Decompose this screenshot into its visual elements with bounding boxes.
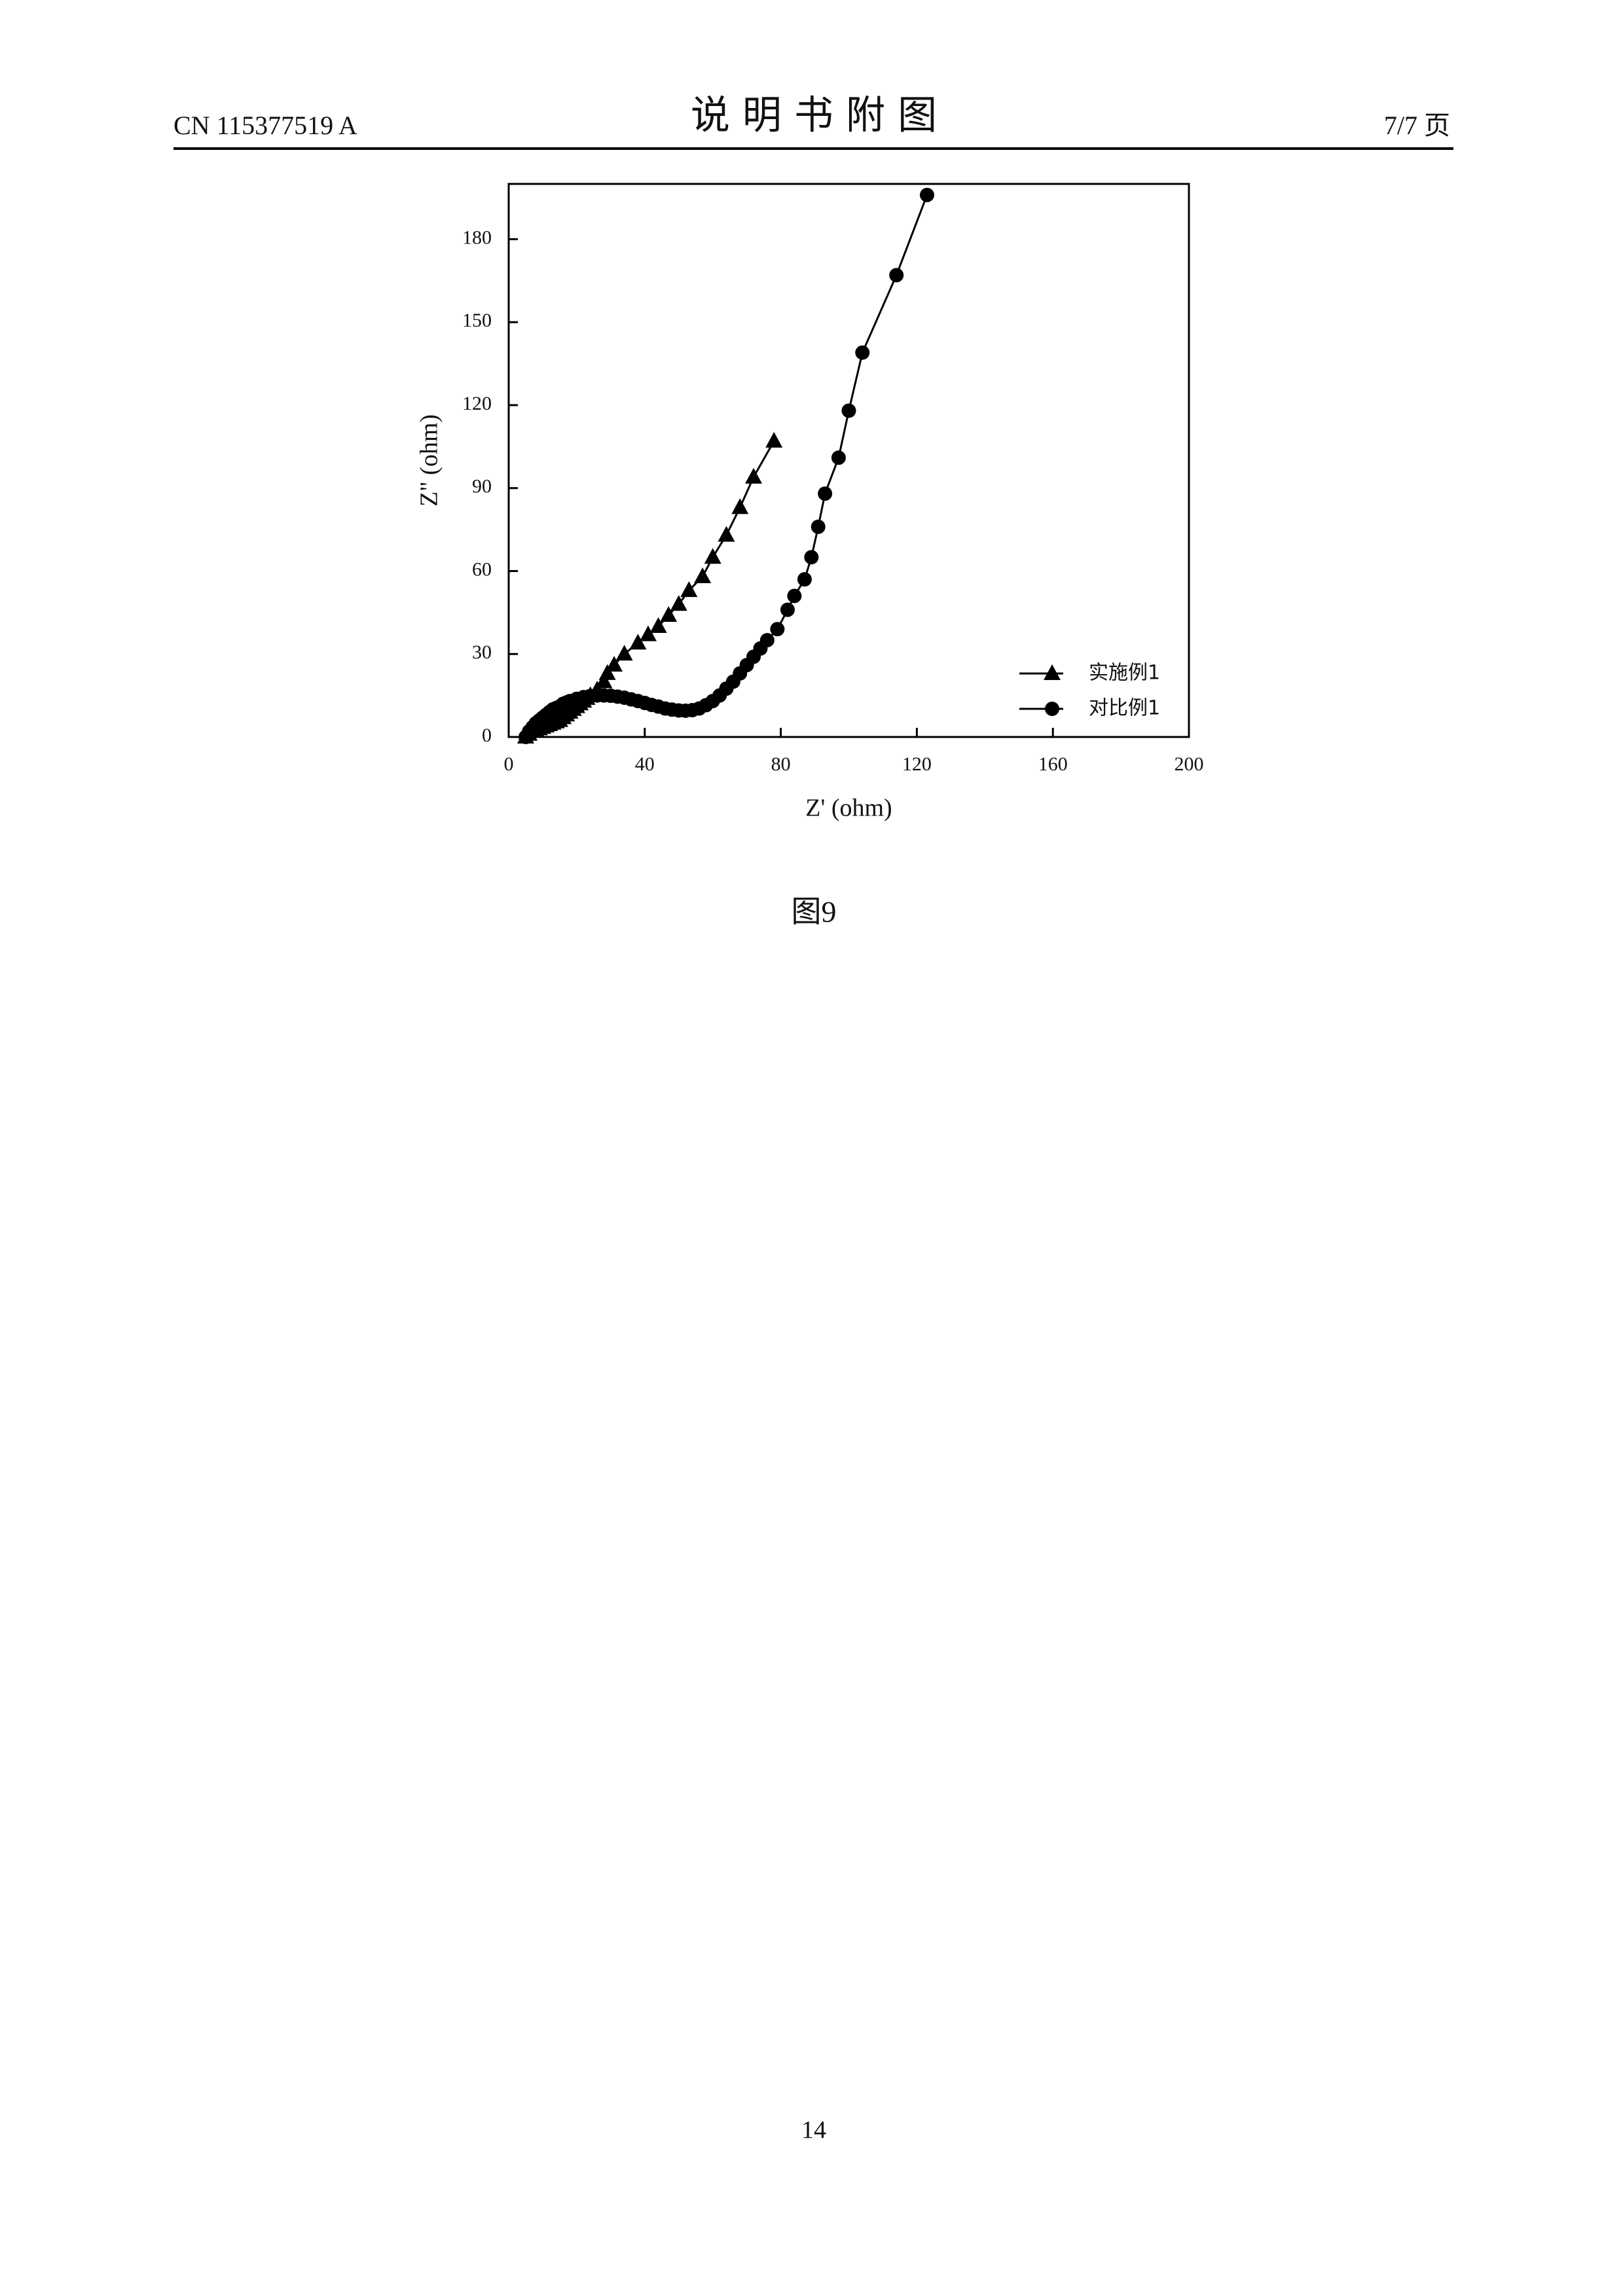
circle-marker [811, 519, 826, 534]
x-tick-label: 40 [635, 753, 655, 775]
series-line [525, 440, 775, 738]
series-line [524, 194, 928, 738]
page-number: 14 [801, 2117, 826, 2144]
triangle-marker [745, 467, 763, 484]
triangle-marker [718, 526, 735, 542]
y-tick-label: 90 [472, 476, 492, 497]
chart: 0 40 80 120 160 200 0 30 60 90 120 150 180 Z' (ohm) Z"… [416, 183, 1204, 822]
circle-marker [818, 486, 833, 501]
circle-marker [841, 403, 856, 418]
circle-marker [919, 187, 934, 202]
x-tick-label: 160 [1038, 753, 1068, 775]
circle-marker [787, 588, 802, 603]
triangle-marker [615, 645, 633, 661]
y-tick-label: 180 [462, 226, 492, 248]
y-tick-label: 0 [482, 725, 492, 746]
y-tick-label: 30 [472, 641, 492, 663]
x-tick-label: 200 [1175, 753, 1204, 775]
triangle-marker [629, 634, 647, 650]
x-tick-label: 80 [771, 753, 791, 775]
circle-marker [797, 572, 812, 587]
y-axis-label: Z" (ohm) [416, 414, 443, 507]
triangle-marker [670, 595, 687, 611]
legend-marker [1045, 702, 1059, 716]
triangle-marker [649, 617, 667, 633]
header-right: 7/7 页 [1384, 111, 1450, 140]
triangle-marker [606, 656, 623, 672]
circle-marker [759, 633, 775, 648]
circle-marker [889, 268, 904, 283]
legend-label: 对比例1 [1089, 697, 1160, 720]
legend-label: 实施例1 [1089, 662, 1160, 685]
triangle-marker [765, 431, 783, 448]
header-left: CN 115377519 A [173, 111, 357, 140]
x-tick-label: 0 [504, 753, 514, 775]
triangle-marker [704, 548, 721, 564]
circle-marker [780, 602, 795, 617]
triangle-marker [598, 664, 616, 680]
plot-frame [507, 183, 1190, 738]
triangle-marker [595, 672, 613, 689]
triangle-marker [639, 625, 657, 641]
figure-caption: 图9 [792, 895, 837, 929]
header-title: 说 明 书 附 图 [691, 93, 937, 139]
legend-marker [1044, 664, 1061, 680]
y-tick-label: 120 [462, 393, 492, 414]
triangle-marker [694, 567, 712, 583]
circle-marker [804, 550, 819, 565]
circle-marker [855, 345, 870, 360]
y-tick-label: 60 [472, 558, 492, 580]
x-tick-label: 120 [902, 753, 932, 775]
triangle-marker [731, 498, 749, 514]
circle-marker [831, 450, 846, 465]
triangle-marker [680, 581, 698, 598]
x-axis-label: Z' (ohm) [805, 795, 892, 822]
y-tick-label: 150 [462, 310, 492, 331]
triangle-marker [660, 606, 678, 622]
circle-marker [770, 622, 785, 637]
